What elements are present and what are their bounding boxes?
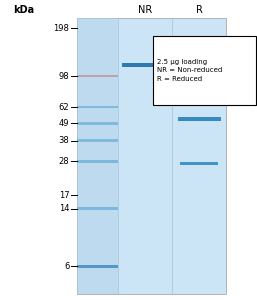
Text: NR: NR <box>138 5 152 15</box>
Bar <box>77 140 118 142</box>
Bar <box>180 162 218 165</box>
Bar <box>77 75 118 77</box>
Text: 28: 28 <box>59 157 69 166</box>
Text: 198: 198 <box>53 24 69 33</box>
Bar <box>77 160 118 163</box>
Bar <box>178 118 221 121</box>
Text: R: R <box>196 5 203 15</box>
Bar <box>122 63 168 67</box>
Text: 6: 6 <box>64 262 69 271</box>
Text: 17: 17 <box>59 191 69 200</box>
Bar <box>77 18 118 294</box>
Text: 14: 14 <box>59 204 69 213</box>
Text: 98: 98 <box>59 72 69 81</box>
Bar <box>77 122 118 124</box>
Text: 62: 62 <box>59 103 69 112</box>
Text: 2.5 μg loading
NR = Non-reduced
R = Reduced: 2.5 μg loading NR = Non-reduced R = Redu… <box>157 59 222 82</box>
Bar <box>77 18 226 294</box>
Bar <box>77 106 118 109</box>
Text: 38: 38 <box>59 136 69 145</box>
Text: kDa: kDa <box>13 5 34 15</box>
Bar <box>77 208 118 210</box>
Bar <box>77 265 118 268</box>
Text: 49: 49 <box>59 119 69 128</box>
Bar <box>153 36 256 105</box>
